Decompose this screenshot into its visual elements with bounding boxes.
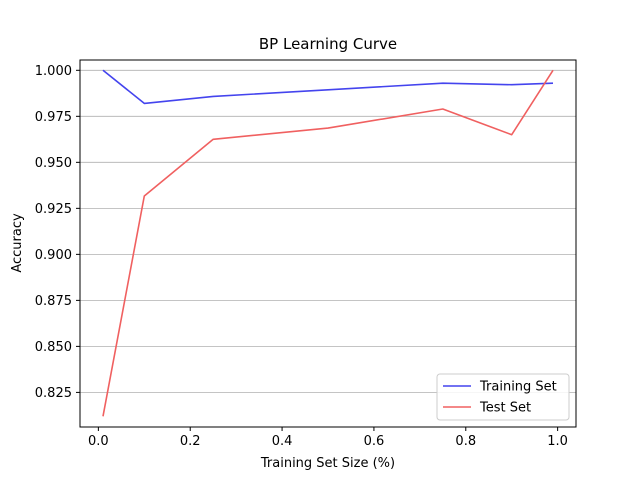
legend-label: Test Set <box>479 401 531 416</box>
x-axis-label: Training Set Size (%) <box>260 456 395 471</box>
x-tick-label: 0.4 <box>272 434 293 449</box>
legend: Training Set Test Set <box>436 373 570 421</box>
chart-title: BP Learning Curve <box>259 35 397 53</box>
y-tick-label: 1.000 <box>35 64 72 79</box>
x-tick-label: 0.6 <box>364 434 385 449</box>
y-axis-ticks: 0.825 0.850 0.875 0.900 0.925 0.950 0.975 1.000 <box>35 64 80 401</box>
grid-lines <box>80 69 576 393</box>
y-tick-label: 0.975 <box>35 110 72 125</box>
series-lines <box>102 69 554 417</box>
legend-label: Training Set <box>479 380 557 395</box>
y-tick-label: 0.900 <box>35 248 72 263</box>
series-line-test-set <box>102 69 554 417</box>
series-line-training-set <box>102 69 554 105</box>
x-tick-label: 1.0 <box>547 434 568 449</box>
y-tick-label: 0.950 <box>35 156 72 171</box>
y-tick-label: 0.875 <box>35 294 72 309</box>
y-tick-label: 0.850 <box>35 340 72 355</box>
x-axis-ticks: 0.0 0.2 0.4 0.6 0.8 1.0 <box>88 427 568 449</box>
x-tick-label: 0.0 <box>88 434 109 449</box>
y-axis-label: Accuracy <box>10 213 25 273</box>
y-tick-label: 0.825 <box>35 386 72 401</box>
plot-frame <box>79 59 577 428</box>
x-tick-label: 0.2 <box>180 434 201 449</box>
y-tick-label: 0.925 <box>35 202 72 217</box>
x-tick-label: 0.8 <box>455 434 476 449</box>
